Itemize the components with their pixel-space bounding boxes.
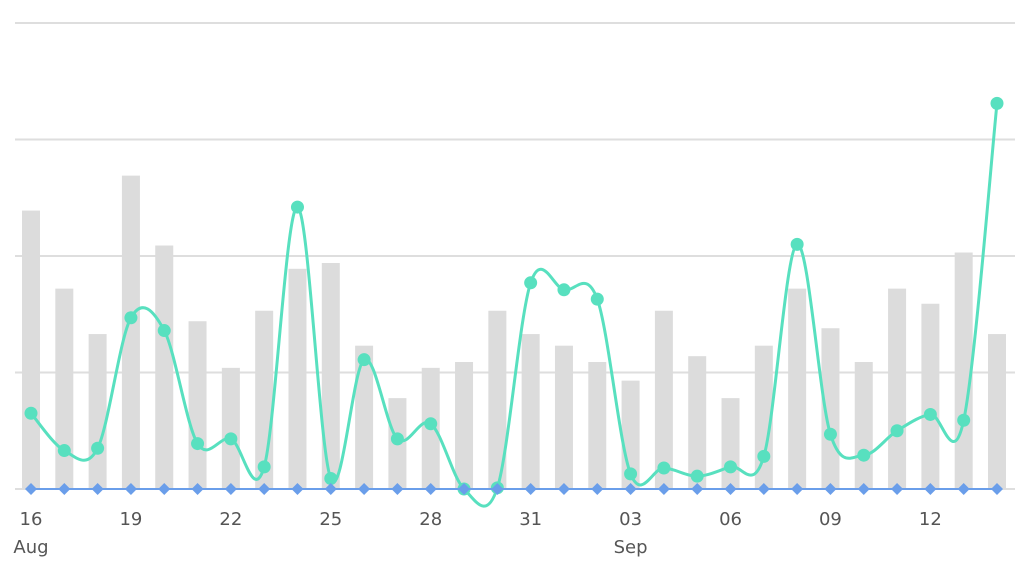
bar: [188, 321, 207, 489]
diamond: [358, 483, 371, 495]
diamond: [624, 483, 637, 495]
diamond: [824, 483, 837, 495]
x-tick-label: 03: [619, 509, 642, 530]
diamond: [25, 483, 37, 495]
bar: [488, 310, 507, 489]
point: [191, 437, 205, 451]
bar: [654, 310, 673, 489]
point: [324, 472, 338, 486]
bar: [588, 362, 607, 489]
point: [257, 460, 271, 474]
x-month-label: Aug: [13, 537, 48, 558]
bar: [921, 303, 940, 489]
x-tick-label: 16: [20, 509, 43, 530]
diamond: [424, 483, 437, 495]
point: [590, 292, 604, 306]
point: [890, 424, 904, 438]
point: [990, 96, 1004, 110]
bar: [55, 288, 74, 489]
diamond: [791, 483, 804, 495]
diamond: [124, 483, 137, 495]
point: [724, 460, 738, 474]
point: [224, 432, 238, 446]
bar: [155, 245, 174, 489]
diamond: [924, 483, 937, 495]
point: [823, 427, 837, 441]
diamond: [691, 483, 704, 495]
diamond: [291, 483, 304, 495]
diamond: [58, 483, 71, 495]
diamond: [524, 483, 537, 495]
bar: [121, 175, 140, 490]
diamond: [857, 483, 870, 495]
bar: [988, 334, 1006, 489]
diamond: [757, 483, 770, 495]
point: [57, 444, 71, 458]
diamond: [224, 483, 237, 495]
diamond: [158, 483, 171, 495]
x-tick-label: 28: [419, 509, 442, 530]
point: [424, 417, 438, 431]
diamond: [258, 483, 271, 495]
bar: [554, 345, 573, 489]
x-tick-label: 19: [119, 509, 142, 530]
diamond: [191, 483, 204, 495]
diamond: [657, 483, 670, 495]
point: [557, 283, 571, 297]
point: [757, 449, 771, 463]
x-tick-label: 06: [719, 509, 742, 530]
diamond: [491, 483, 504, 495]
point: [290, 200, 304, 214]
bar: [688, 356, 707, 489]
point: [91, 441, 105, 455]
point: [24, 406, 38, 420]
x-month-label: Sep: [614, 537, 648, 558]
point: [957, 413, 971, 427]
x-tick-label: 09: [819, 509, 842, 530]
line: [29, 103, 999, 508]
diamond: [991, 483, 1003, 495]
x-tick-label: 22: [219, 509, 242, 530]
point: [157, 324, 171, 338]
diamond: [458, 483, 471, 495]
bar: [88, 334, 107, 489]
diamond: [957, 483, 970, 495]
bar: [321, 262, 340, 489]
point: [390, 432, 404, 446]
diamond: [891, 483, 904, 495]
point: [624, 467, 638, 481]
bar: [22, 210, 40, 489]
point: [124, 311, 138, 325]
bar: [854, 362, 873, 489]
bar: [288, 268, 307, 489]
bar: [721, 398, 740, 489]
bar: [788, 288, 807, 489]
bar: [521, 334, 540, 489]
diamond: [557, 483, 570, 495]
diamond: [391, 483, 404, 495]
bar: [355, 345, 374, 489]
point: [357, 353, 371, 367]
point: [657, 461, 671, 475]
bar: [888, 288, 907, 489]
bar: [954, 252, 973, 489]
x-tick-label: 31: [519, 509, 542, 530]
x-tick-label: 25: [319, 509, 342, 530]
point: [524, 276, 538, 290]
point: [923, 407, 937, 421]
point: [857, 448, 871, 462]
point: [690, 469, 704, 483]
diamond: [324, 483, 337, 495]
diamond: [591, 483, 604, 495]
point: [790, 237, 804, 251]
bar: [221, 367, 240, 489]
x-tick-label: 12: [919, 509, 942, 530]
diamond: [724, 483, 737, 495]
diamond: [91, 483, 104, 495]
bar: [455, 362, 474, 489]
